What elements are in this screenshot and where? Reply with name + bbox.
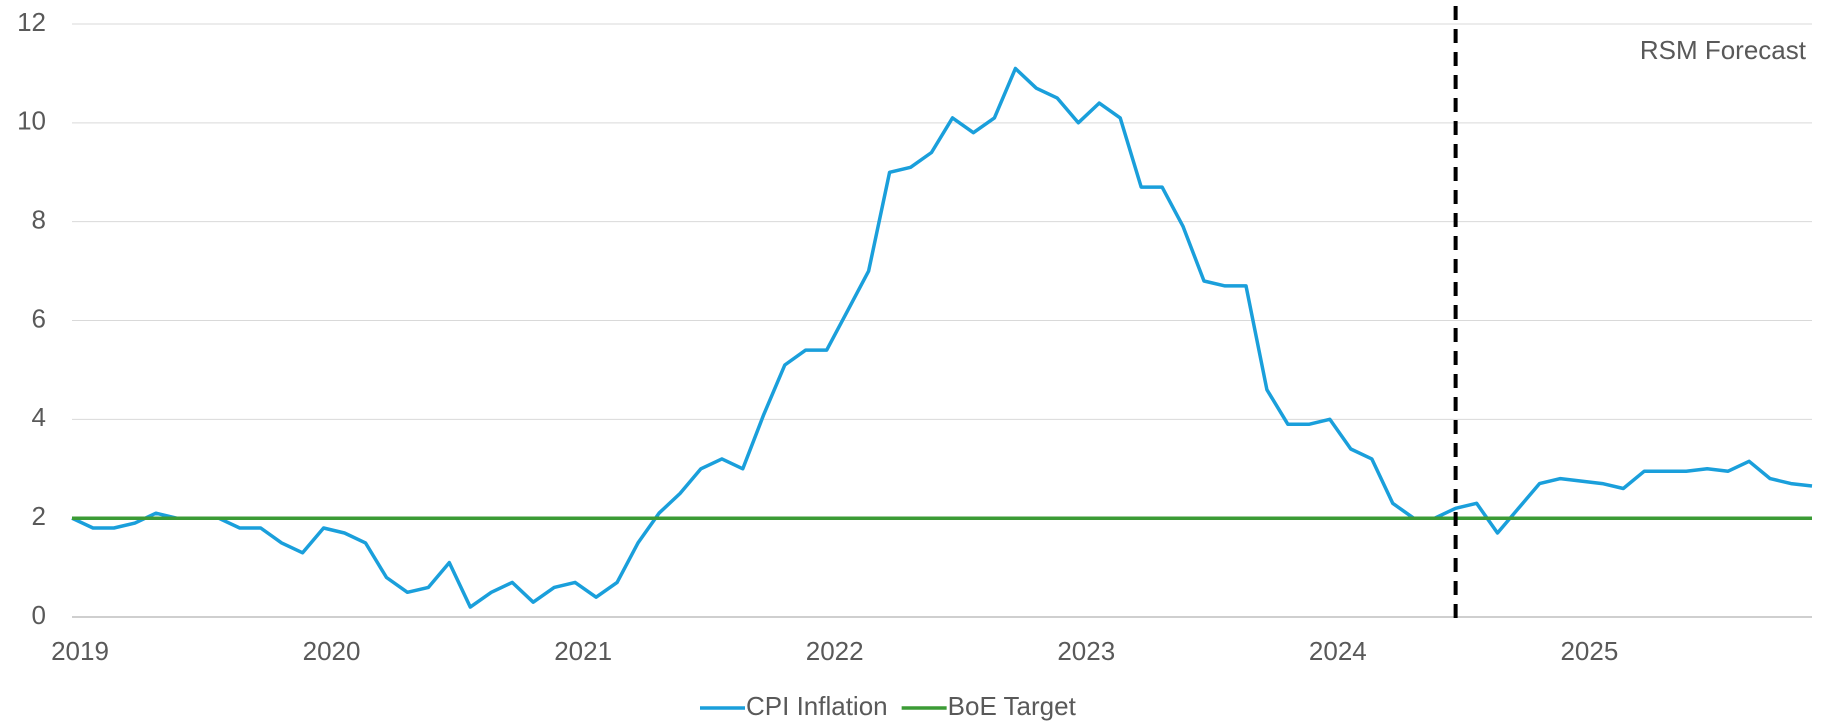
x-tick-label: 2019 [51,636,109,666]
y-tick-label: 0 [32,600,46,630]
y-tick-label: 2 [32,501,46,531]
x-tick-label: 2022 [806,636,864,666]
legend-label: CPI Inflation [746,691,888,721]
x-tick-label: 2023 [1057,636,1115,666]
x-tick-label: 2025 [1560,636,1618,666]
y-tick-label: 4 [32,402,46,432]
legend-label: BoE Target [948,691,1077,721]
series-line [71,66,1813,609]
y-tick-label: 6 [32,303,46,333]
x-tick-label: 2024 [1309,636,1367,666]
y-tick-label: 10 [17,106,46,136]
x-tick-label: 2021 [554,636,612,666]
y-tick-label: 8 [32,205,46,235]
y-tick-label: 12 [17,7,46,37]
forecast-label: RSM Forecast [1640,35,1807,65]
x-tick-label: 2020 [303,636,361,666]
